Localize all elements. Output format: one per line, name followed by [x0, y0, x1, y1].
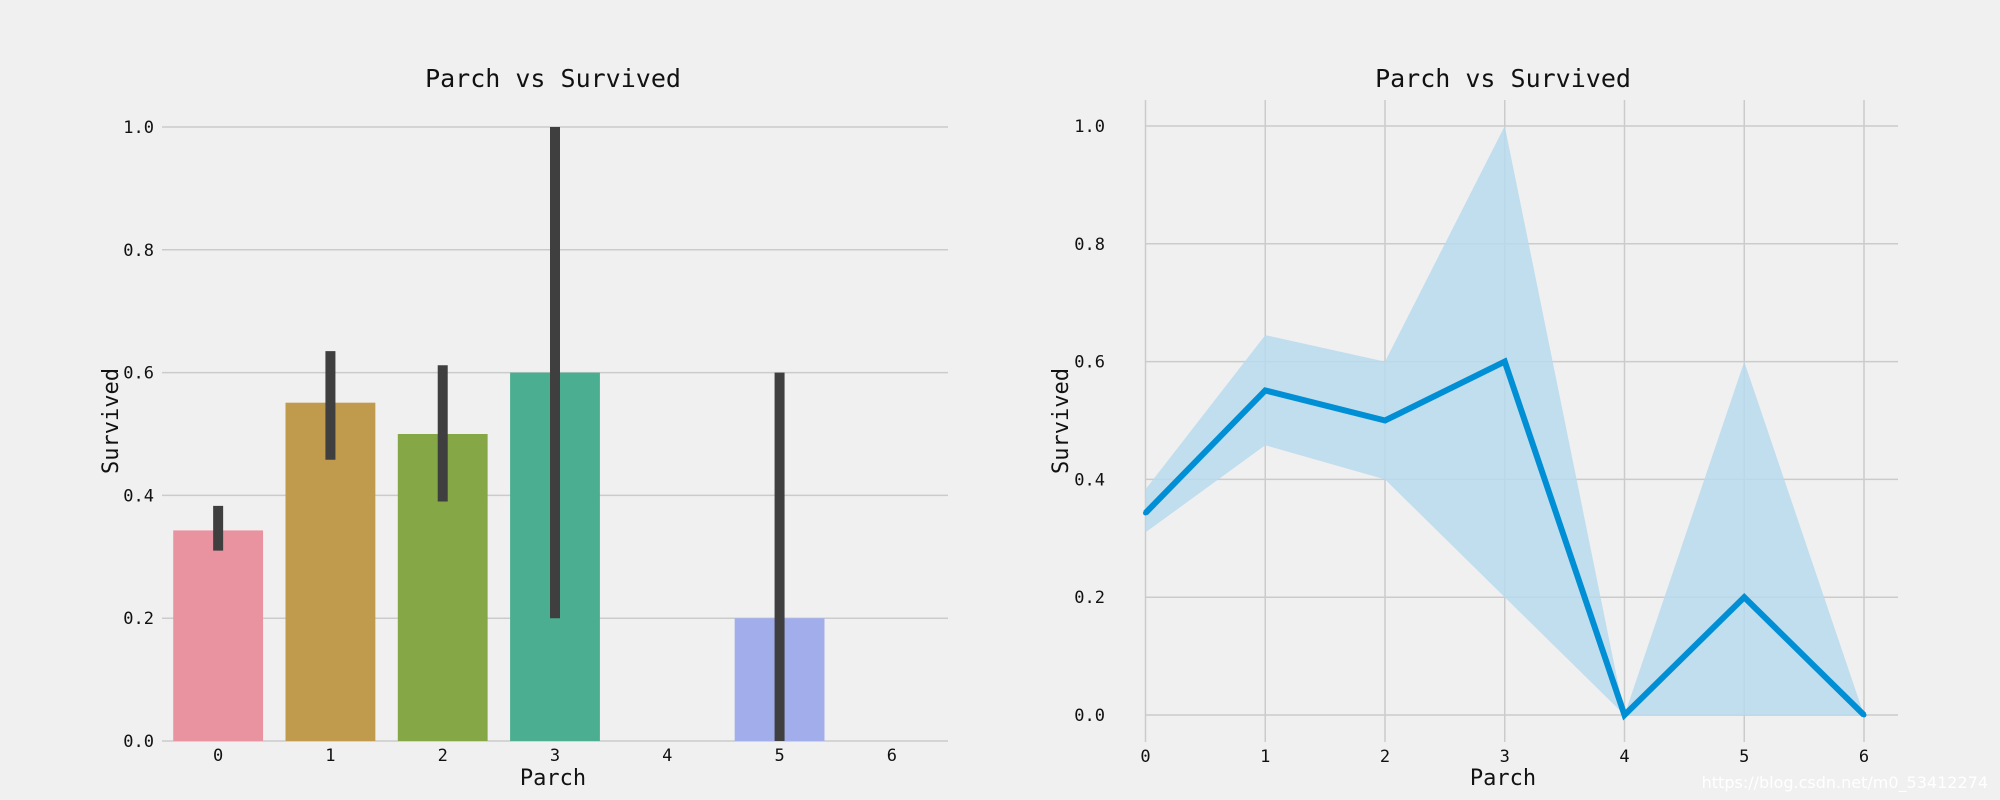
confidence-band [1145, 126, 1864, 715]
y-tick-label: 0.4 [1074, 470, 1105, 490]
data-point [1143, 510, 1148, 516]
x-tick-label: 0 [1140, 747, 1150, 767]
x-tick-label: 1 [325, 746, 335, 766]
x-tick-label: 6 [1859, 747, 1869, 767]
y-tick-label: 0.2 [1074, 588, 1105, 608]
x-tick-label: 2 [438, 746, 448, 766]
data-point [1622, 712, 1627, 718]
x-tick-label: 3 [1500, 747, 1510, 767]
x-tick-label: 4 [1619, 747, 1629, 767]
y-tick-label: 0.8 [123, 241, 154, 261]
watermark: https://blog.csdn.net/m0_53412274 [1701, 773, 1988, 792]
y-tick-label: 0.0 [1074, 706, 1105, 726]
x-axis-label: Parch [520, 766, 586, 791]
line-chart: Parch vs Survived Parch Survived 0.0 0.2 0… [1049, 64, 1898, 791]
y-tick-label: 1.0 [123, 118, 154, 138]
y-axis-label: Survived [1049, 368, 1074, 474]
y-tick-label: 0.2 [123, 609, 154, 629]
data-point [1382, 418, 1388, 423]
data-point [1861, 712, 1867, 718]
x-axis-label: Parch [1470, 766, 1536, 791]
x-tick-label: 2 [1380, 747, 1390, 767]
x-tick-label: 5 [774, 746, 784, 766]
y-tick-label: 0.0 [123, 732, 154, 752]
x-tick-label: 6 [887, 746, 897, 766]
x-tick-label: 0 [213, 746, 223, 766]
x-tick-label: 3 [550, 746, 560, 766]
y-tick-label: 1.0 [1074, 117, 1105, 137]
x-tick-label: 4 [662, 746, 672, 766]
data-point [1262, 387, 1268, 393]
y-tick-label: 0.6 [1074, 353, 1105, 373]
chart-title: Parch vs Survived [425, 64, 681, 93]
x-tick-label: 5 [1739, 747, 1749, 767]
bar-chart: Parch vs Survived Parch Survived 0.0 0.2 0… [99, 64, 948, 791]
x-tick-label: 1 [1260, 747, 1270, 767]
y-tick-label: 0.6 [123, 364, 154, 384]
y-tick-label: 0.4 [123, 486, 154, 506]
bar [173, 530, 264, 741]
data-point [1741, 594, 1747, 600]
chart-title: Parch vs Survived [1375, 64, 1631, 93]
y-axis-label: Survived [99, 368, 124, 474]
data-point [1502, 359, 1508, 365]
y-tick-label: 0.8 [1074, 235, 1105, 255]
